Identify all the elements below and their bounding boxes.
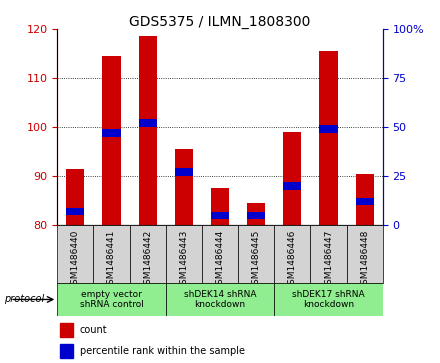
Bar — [175, 149, 193, 225]
Text: count: count — [80, 325, 108, 335]
Bar — [57, 283, 166, 316]
Bar — [175, 168, 193, 176]
Bar — [129, 225, 166, 283]
Text: GSM1486445: GSM1486445 — [252, 230, 260, 290]
Text: GSM1486448: GSM1486448 — [360, 230, 369, 290]
Text: GSM1486440: GSM1486440 — [71, 230, 80, 290]
Bar — [60, 344, 73, 358]
Bar — [319, 125, 337, 133]
Bar — [274, 283, 383, 316]
Text: GSM1486447: GSM1486447 — [324, 230, 333, 290]
Text: shDEK17 shRNA
knockdown: shDEK17 shRNA knockdown — [292, 290, 365, 309]
Text: GSM1486444: GSM1486444 — [216, 230, 224, 290]
Bar — [347, 225, 383, 283]
Bar — [283, 182, 301, 189]
Bar — [202, 225, 238, 283]
Text: empty vector
shRNA control: empty vector shRNA control — [80, 290, 143, 309]
Bar — [93, 225, 129, 283]
Bar — [356, 174, 374, 225]
Bar — [247, 212, 265, 219]
Bar — [211, 188, 229, 225]
Bar — [166, 283, 274, 316]
Bar — [103, 56, 121, 225]
Bar — [274, 225, 311, 283]
Text: GSM1486443: GSM1486443 — [180, 230, 188, 290]
Bar — [66, 208, 84, 215]
Text: GSM1486442: GSM1486442 — [143, 230, 152, 290]
Bar — [238, 225, 274, 283]
Text: GSM1486441: GSM1486441 — [107, 230, 116, 290]
Bar — [103, 129, 121, 136]
Bar — [139, 36, 157, 225]
Bar — [66, 169, 84, 225]
Text: shDEK14 shRNA
knockdown: shDEK14 shRNA knockdown — [184, 290, 256, 309]
Text: GDS5375 / ILMN_1808300: GDS5375 / ILMN_1808300 — [129, 15, 311, 29]
Bar — [60, 323, 73, 337]
Text: GSM1486446: GSM1486446 — [288, 230, 297, 290]
Bar — [356, 198, 374, 205]
Text: percentile rank within the sample: percentile rank within the sample — [80, 346, 245, 356]
Bar — [283, 132, 301, 225]
Bar — [319, 51, 337, 225]
Text: protocol: protocol — [4, 294, 44, 305]
Bar — [166, 225, 202, 283]
Bar — [139, 119, 157, 127]
Bar — [211, 212, 229, 219]
Bar — [311, 225, 347, 283]
Bar — [247, 203, 265, 225]
Bar — [57, 225, 93, 283]
